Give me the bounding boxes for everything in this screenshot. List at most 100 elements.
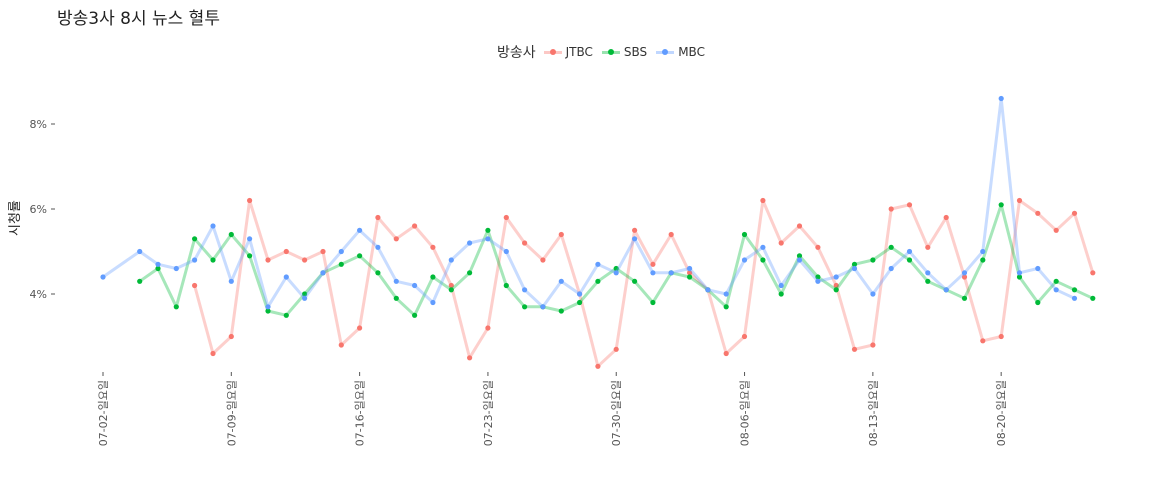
legend-key [601,47,620,57]
data-point [485,236,491,242]
data-point [613,265,619,272]
data-point [558,231,564,238]
data-point [851,261,858,267]
data-point [760,197,766,204]
data-point [943,214,949,221]
data-point [723,304,729,310]
data-point [1090,270,1096,276]
data-point [998,333,1004,340]
chart-title: 방송3사 8시 뉴스 혈투 [57,9,220,29]
data-point [210,223,216,229]
x-tick-label: 07-30-일요일 [609,380,623,446]
data-point [375,270,381,276]
data-point [961,295,968,301]
data-point [815,274,821,280]
data-point [851,346,858,352]
data-point [430,274,436,280]
data-point [687,270,693,276]
data-point [228,231,234,238]
data-point [778,240,784,246]
data-point [906,202,913,208]
data-point [741,333,748,340]
data-point [925,270,931,276]
data-point [357,253,363,259]
legend-title: 방송사 [497,45,536,61]
data-point [247,253,253,259]
x-tick-label: 08-13-일요일 [866,380,880,446]
data-point [1035,265,1041,272]
data-point [265,304,271,310]
data-point [467,240,473,246]
data-point [430,299,436,306]
series-line-jtbc [193,199,1095,368]
data-point [577,291,583,297]
data-point [283,248,289,255]
data-point [980,338,986,344]
data-point [503,214,509,221]
data-point [558,278,564,284]
y-tick-label: 4% [30,288,47,301]
data-point [210,350,216,357]
data-point [650,270,656,276]
data-point [338,261,344,267]
data-point [650,299,656,306]
data-point [448,287,454,293]
data-point [961,270,968,276]
data-point [595,278,601,284]
data-point [998,202,1004,208]
data-point [980,257,986,263]
data-point [192,257,198,263]
data-point [1016,274,1023,280]
data-point [522,240,528,246]
data-point [961,274,968,280]
data-point [1071,287,1078,293]
data-point [265,257,271,263]
data-point [1053,287,1059,293]
legend-key [656,47,675,57]
data-point [723,291,729,297]
data-point [393,295,399,301]
data-point [870,342,876,348]
legend-items: JTBC SBS MBC [543,45,714,59]
legend-item-sbs: SBS [601,45,647,59]
x-tick-label: 07-02-일요일 [96,380,110,446]
data-point [1053,278,1059,284]
y-tick-label: 6% [30,203,47,216]
data-point [485,227,491,233]
data-point [1071,295,1078,301]
data-point [192,236,198,242]
data-point [173,304,179,310]
data-point [687,265,693,272]
data-point [467,355,473,361]
data-point [375,214,381,221]
data-point [888,244,894,250]
data-point [393,236,399,242]
data-point [137,278,143,284]
data-point [503,248,509,255]
data-point [448,282,454,289]
data-point [155,261,161,267]
data-point [540,304,546,310]
data-point [155,265,161,272]
series-sbs [137,202,1096,318]
data-point [668,270,674,276]
data-point [357,325,363,331]
data-point [778,282,784,289]
x-tick-label: 07-23-일요일 [481,380,495,446]
x-tick-label: 08-20-일요일 [994,380,1008,446]
x-tick-label: 08-06-일요일 [738,380,752,446]
data-point [247,197,253,204]
data-point [595,261,601,267]
data-point [302,257,308,263]
data-point [595,363,601,369]
data-point [137,248,143,255]
data-point [338,248,344,255]
legend-item-jtbc: JTBC [543,45,593,59]
data-point [943,287,949,293]
data-point [1016,270,1023,276]
data-point [687,274,693,280]
data-point [870,257,876,263]
series-mbc [100,95,1078,310]
data-point [503,282,509,289]
